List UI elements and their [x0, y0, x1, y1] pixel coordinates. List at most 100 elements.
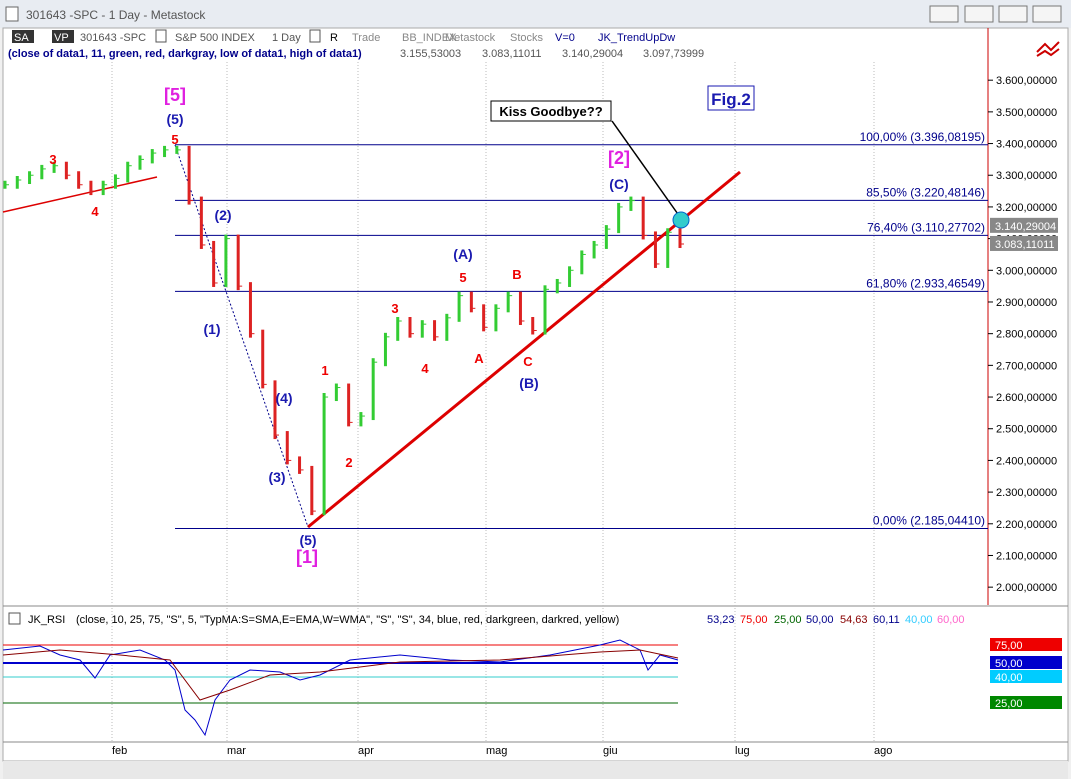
toolbar-item[interactable]: VP: [54, 32, 69, 44]
wave-label: (C): [609, 176, 628, 192]
rsi-value: 25,00: [774, 614, 802, 626]
y-tick-label: 2.600,00000: [996, 392, 1057, 404]
y-tick-label: 3.300,00000: [996, 170, 1057, 182]
minimize-btn[interactable]: [964, 5, 994, 23]
callout: Kiss Goodbye??: [499, 104, 602, 119]
wave-label: A: [474, 351, 484, 366]
fib-label: 76,40% (3.110,27702): [867, 220, 985, 234]
fib-label: 0,00% (2.185,04410): [873, 514, 985, 528]
wave-label: (B): [519, 375, 538, 391]
price-box: [990, 235, 1058, 251]
wave-label: 3: [49, 152, 56, 167]
level-label: 25,00: [995, 698, 1023, 710]
rsi-name: JK_RSI: [28, 614, 65, 626]
rsi-value: 53,23: [707, 614, 735, 626]
toolbar-badge[interactable]: [52, 30, 74, 43]
price-box-label: 3.140,29004: [995, 221, 1056, 233]
level-label: 75,00: [995, 640, 1023, 652]
rsi-line: [2, 639, 679, 737]
y-tick-label: 2.400,00000: [996, 455, 1057, 467]
dropdown[interactable]: [155, 29, 167, 43]
wave-label: [1]: [296, 547, 318, 567]
chart-icon[interactable]: [1036, 41, 1060, 57]
indicator-value: 3.083,11011: [482, 48, 542, 60]
y-tick-label: 2.900,00000: [996, 297, 1057, 309]
trend-line: [2, 176, 158, 213]
title-bar: [0, 0, 1071, 28]
wave-label: B: [512, 267, 521, 282]
toolbar-item: Trade: [352, 32, 380, 44]
level-label: 50,00: [995, 658, 1023, 670]
y-tick-label: 2.100,00000: [996, 550, 1057, 562]
wave-label: 5: [459, 270, 466, 285]
rsi-value: 75,00: [740, 614, 768, 626]
maximize-btn[interactable]: [998, 5, 1028, 23]
wave-label: 4: [91, 204, 99, 219]
wave-label: 5: [171, 132, 178, 147]
wave-label: (5): [166, 111, 183, 127]
window-title: 301643 -SPC - 1 Day - Metastock: [26, 8, 206, 22]
toolbar-item[interactable]: 1 Day: [272, 32, 301, 44]
wave-label: C: [523, 354, 533, 369]
figure-box: [707, 85, 755, 111]
rsi-params: (close, 10, 25, 75, "S", 5, "TypMA:S=SMA…: [76, 614, 619, 626]
toolbar-item: BB_INDEX: [402, 32, 457, 44]
rsi-value: 50,00: [806, 614, 834, 626]
toolbar-item: Stocks: [510, 32, 544, 44]
wave-label: (4): [275, 390, 292, 406]
price-box-label: 3.083,11011: [995, 239, 1055, 251]
toolbar-item: V=0: [555, 32, 575, 44]
x-tick-label: feb: [112, 745, 127, 757]
pane-close[interactable]: [8, 612, 21, 625]
main-pane: 3.600,00000 3.500,00000 3.400,00000 3.300,0…: [2, 62, 1058, 757]
indicator-value: 3.140,29004: [562, 48, 623, 60]
y-tick-label: 3.500,00000: [996, 107, 1057, 119]
restore-btn[interactable]: [929, 5, 959, 23]
toolbar-item[interactable]: SA: [14, 32, 29, 44]
rsi-value: 60,11: [873, 614, 900, 626]
wave-label: 4: [421, 361, 429, 376]
dropdown[interactable]: [309, 29, 321, 43]
wave-label: 1: [321, 363, 328, 378]
wave-label: (2): [214, 207, 231, 223]
y-tick-label: 2.200,00000: [996, 519, 1057, 531]
rsi-pane: JK_RSI (close, 10, 25, 75, "S", 5, "TypMA…: [2, 612, 1062, 737]
y-tick-label: 2.300,00000: [996, 487, 1057, 499]
toolbar-item[interactable]: R: [330, 32, 338, 44]
x-tick-label: apr: [358, 745, 374, 757]
toolbar-item[interactable]: S&P 500 INDEX: [175, 32, 256, 44]
fib-label: 85,50% (3.220,48146): [866, 185, 985, 199]
y-tick-label: 2.000,00000: [996, 582, 1057, 594]
rsi-value: 40,00: [905, 614, 933, 626]
close-btn[interactable]: [1032, 5, 1062, 23]
indicator-value: 3.097,73999: [643, 48, 704, 60]
app-icon: [5, 6, 19, 22]
wave-label: (1): [203, 321, 220, 337]
figure-label: Fig.2: [711, 90, 751, 109]
wave-label: (3): [268, 469, 285, 485]
x-tick-label: giu: [603, 745, 618, 757]
wave-label: (A): [453, 246, 472, 262]
indicator-params: (close of data1, 11, green, red, darkgra…: [8, 48, 362, 60]
x-tick-label: mar: [227, 745, 246, 757]
window-buttons[interactable]: [929, 5, 1062, 23]
y-tick-label: 2.700,00000: [996, 360, 1057, 372]
toolbar-item[interactable]: 301643 -SPC: [80, 32, 146, 44]
fib-label: 61,80% (2.933,46549): [866, 276, 985, 290]
y-tick-label: 2.500,00000: [996, 424, 1057, 436]
x-tick-label: mag: [486, 745, 507, 757]
toolbar-item: Metastock: [445, 32, 496, 44]
x-tick-label: lug: [735, 745, 750, 757]
indicator-value: 3.155,53003: [400, 48, 461, 60]
toolbar-badge[interactable]: [12, 30, 34, 43]
wave-label: [2]: [608, 148, 630, 168]
scrollbar[interactable]: [3, 761, 1068, 779]
y-tick-label: 3.000,00000: [996, 265, 1057, 277]
y-tick-label: 3.400,00000: [996, 139, 1057, 151]
y-tick-label: 2.800,00000: [996, 329, 1057, 341]
wave-label: [5]: [164, 85, 186, 105]
fib-label: 100,00% (3.396,08195): [860, 130, 985, 144]
wave-label: (5): [299, 532, 316, 548]
study-name: JK_TrendUpDw: [598, 32, 675, 44]
